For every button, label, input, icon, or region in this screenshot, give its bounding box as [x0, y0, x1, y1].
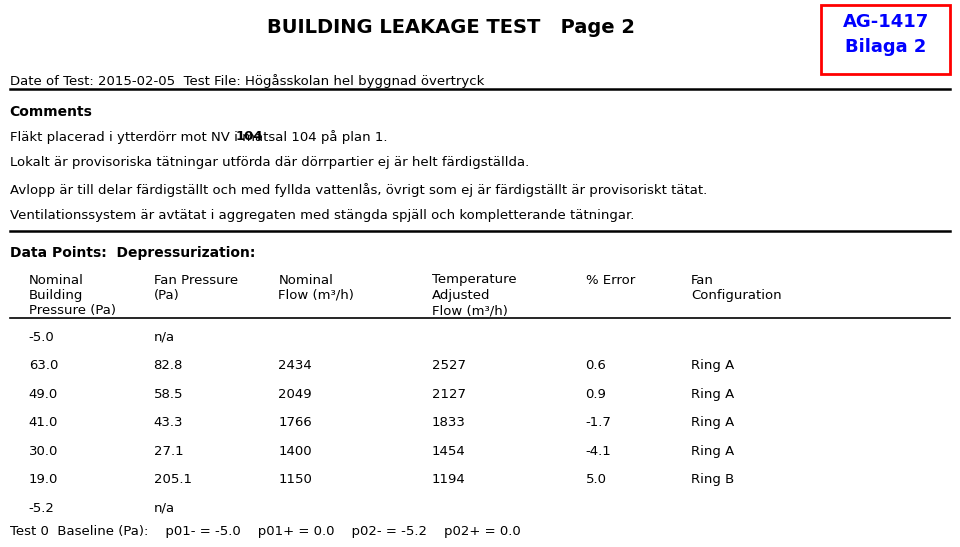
Text: 30.0: 30.0	[29, 445, 59, 458]
Text: Ventilationssystem är avtätat i aggregaten med stängda spjäll och kompletterande: Ventilationssystem är avtätat i aggregat…	[10, 209, 634, 222]
Text: 58.5: 58.5	[154, 388, 183, 401]
Text: Flow (m³/h): Flow (m³/h)	[432, 304, 508, 317]
Text: Flow (m³/h): Flow (m³/h)	[278, 289, 354, 302]
Text: Ring A: Ring A	[691, 359, 734, 373]
Text: Nominal: Nominal	[278, 274, 333, 287]
Text: 19.0: 19.0	[29, 473, 59, 486]
Text: 2127: 2127	[432, 388, 466, 401]
Text: 2434: 2434	[278, 359, 312, 373]
Text: -4.1: -4.1	[586, 445, 612, 458]
Text: Configuration: Configuration	[691, 289, 781, 302]
Text: 0.9: 0.9	[586, 388, 607, 401]
Text: 1454: 1454	[432, 445, 466, 458]
Text: 104: 104	[236, 130, 263, 143]
Text: Comments: Comments	[10, 105, 92, 119]
Text: AG-1417
Bilaga 2: AG-1417 Bilaga 2	[843, 13, 928, 56]
Text: Building: Building	[29, 289, 84, 302]
Text: Nominal: Nominal	[29, 274, 84, 287]
Text: 2049: 2049	[278, 388, 312, 401]
Text: Ring B: Ring B	[691, 473, 734, 486]
Text: Temperature: Temperature	[432, 274, 516, 287]
Text: Avlopp är till delar färdigställt och med fyllda vattenlås, övrigt som ej är fär: Avlopp är till delar färdigställt och me…	[10, 183, 707, 197]
Text: 1766: 1766	[278, 416, 312, 429]
Text: 27.1: 27.1	[154, 445, 183, 458]
Text: BUILDING LEAKAGE TEST   Page 2: BUILDING LEAKAGE TEST Page 2	[267, 18, 636, 37]
Text: 2527: 2527	[432, 359, 466, 373]
Text: -5.0: -5.0	[29, 331, 55, 344]
Text: (Pa): (Pa)	[154, 289, 180, 302]
Text: % Error: % Error	[586, 274, 635, 287]
Text: 1833: 1833	[432, 416, 466, 429]
Text: Ring A: Ring A	[691, 416, 734, 429]
Text: -5.2: -5.2	[29, 502, 55, 515]
Text: 82.8: 82.8	[154, 359, 183, 373]
Text: Data Points:  Depressurization:: Data Points: Depressurization:	[10, 246, 255, 260]
Text: Test 0  Baseline (Pa):    p01- = -5.0    p01+ = 0.0    p02- = -5.2    p02+ = 0.0: Test 0 Baseline (Pa): p01- = -5.0 p01+ =…	[10, 525, 520, 538]
Text: 49.0: 49.0	[29, 388, 58, 401]
Text: 63.0: 63.0	[29, 359, 59, 373]
Text: 205.1: 205.1	[154, 473, 192, 486]
Text: Pressure (Pa): Pressure (Pa)	[29, 304, 116, 317]
Text: Fläkt placerad i ytterdörr mot NV i matsal 104 på plan 1.: Fläkt placerad i ytterdörr mot NV i mats…	[10, 130, 387, 144]
Text: n/a: n/a	[154, 331, 175, 344]
Text: Ring A: Ring A	[691, 445, 734, 458]
Text: Fan Pressure: Fan Pressure	[154, 274, 238, 287]
Text: Lokalt är provisoriska tätningar utförda där dörrpartier ej är helt färdigställd: Lokalt är provisoriska tätningar utförda…	[10, 156, 529, 170]
Text: 41.0: 41.0	[29, 416, 59, 429]
Text: 5.0: 5.0	[586, 473, 607, 486]
Text: 0.6: 0.6	[586, 359, 607, 373]
Text: n/a: n/a	[154, 502, 175, 515]
Text: Date of Test: 2015-02-05  Test File: Högåsskolan hel byggnad övertryck: Date of Test: 2015-02-05 Test File: Högå…	[10, 74, 484, 88]
Text: Ring A: Ring A	[691, 388, 734, 401]
Text: 43.3: 43.3	[154, 416, 183, 429]
Text: 1150: 1150	[278, 473, 312, 486]
Text: 1194: 1194	[432, 473, 466, 486]
Text: Fan: Fan	[691, 274, 714, 287]
FancyBboxPatch shape	[821, 5, 950, 74]
Text: 1400: 1400	[278, 445, 312, 458]
Text: -1.7: -1.7	[586, 416, 612, 429]
Text: Adjusted: Adjusted	[432, 289, 491, 302]
